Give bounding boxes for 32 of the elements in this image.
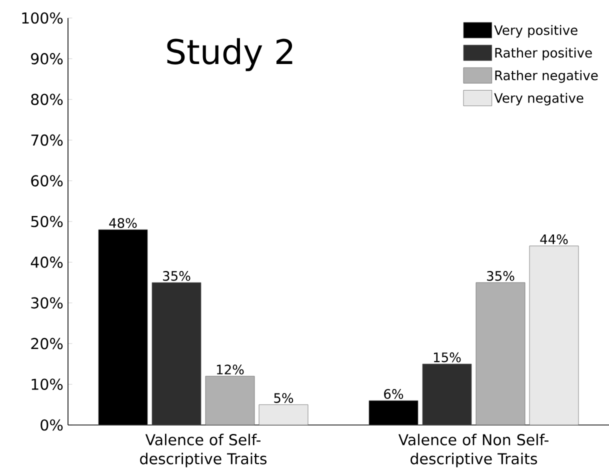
y-tick-label: 0% (40, 419, 63, 431)
legend-label: Very positive (494, 25, 578, 38)
y-tick-label: 50% (31, 216, 63, 228)
legend-label: Rather negative (495, 70, 598, 83)
bar (476, 282, 526, 425)
data-label: 48% (109, 218, 137, 228)
y-tick-label: 100% (22, 12, 63, 24)
data-label: 44% (540, 234, 568, 244)
text: Study 2 (167, 38, 292, 72)
y-tick-label: 10% (32, 378, 63, 390)
bar (422, 364, 472, 425)
y-tick-label: 80% (31, 94, 63, 106)
y-tick-label: 40% (30, 256, 63, 268)
y-tick-label: 70% (31, 134, 63, 146)
data-label: 12% (216, 364, 244, 374)
y-tick-label: 90% (31, 53, 63, 64)
bar (529, 246, 579, 425)
legend-label: Rather positive (495, 48, 592, 60)
y-tick-label: 20% (31, 338, 63, 350)
legend-label: Very negative (494, 92, 584, 106)
y-tick-label: 30% (31, 297, 63, 309)
bar (152, 282, 202, 425)
y-tick-label: 60% (31, 175, 63, 186)
bar (205, 376, 255, 425)
bar (258, 404, 308, 425)
data-label: 6% (384, 389, 404, 399)
x-tick-label: Valence of Self-descriptive Traits (140, 434, 267, 468)
data-label: 35% (487, 271, 514, 281)
data-label: 5% (274, 393, 294, 403)
data-label: 35% (163, 271, 190, 281)
x-tick-label: Valence of Non Self-descriptive Traits (398, 434, 548, 468)
data-label: 15% (434, 352, 461, 362)
